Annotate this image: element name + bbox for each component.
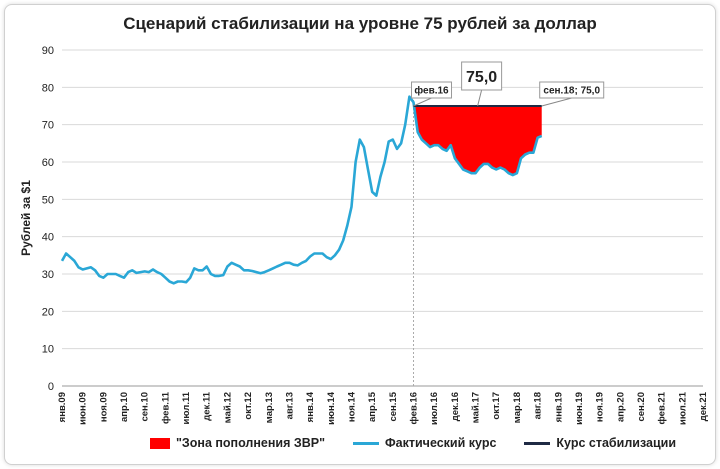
x-tick-label: янв.09 bbox=[57, 392, 68, 422]
x-tick-label: ноя.09 bbox=[98, 392, 109, 422]
x-tick-label: окт.17 bbox=[491, 392, 502, 420]
y-tick-label: 80 bbox=[42, 82, 54, 94]
x-tick-label: окт.12 bbox=[243, 392, 254, 420]
x-tick-label: авг.13 bbox=[284, 392, 295, 419]
x-tick-label: ноя.14 bbox=[346, 391, 357, 422]
legend-swatch-zone bbox=[150, 437, 170, 449]
x-tick-label: сен.15 bbox=[388, 391, 399, 421]
y-tick-label: 10 bbox=[42, 344, 54, 356]
x-tick-label: май.17 bbox=[471, 392, 482, 423]
annotation-end-box bbox=[539, 81, 605, 99]
x-tick-label: дек.16 bbox=[450, 392, 461, 421]
chart-frame bbox=[4, 4, 716, 465]
chart-title: Сценарий стабилизации на уровне 75 рубле… bbox=[123, 14, 597, 33]
y-tick-label: 40 bbox=[42, 232, 54, 244]
x-tick-label: янв.14 bbox=[305, 391, 316, 422]
x-tick-label: апр.10 bbox=[119, 392, 130, 422]
annotation-level-box bbox=[461, 61, 503, 91]
x-tick-label: июл.16 bbox=[429, 392, 440, 425]
legend-item-zone: "Зона пополнения ЗВР" bbox=[150, 436, 325, 450]
chart-legend: "Зона пополнения ЗВР" Фактический курс К… bbox=[150, 436, 676, 450]
x-tick-label: апр.20 bbox=[615, 392, 626, 422]
annotation-end-leader bbox=[541, 97, 572, 107]
x-tick-label: ноя.19 bbox=[595, 392, 606, 422]
x-tick-label: фев.11 bbox=[160, 391, 171, 424]
x-tick-label: сен.10 bbox=[140, 392, 151, 422]
legend-swatch-stabilization bbox=[524, 441, 551, 445]
x-tick-label: фев.16 bbox=[409, 392, 420, 425]
x-tick-label: дек.21 bbox=[698, 391, 709, 421]
annotation-level-text: 75,0 bbox=[466, 69, 497, 86]
y-tick-label: 20 bbox=[42, 306, 54, 318]
series-line-actual bbox=[60, 95, 543, 285]
legend-label-stabilization: Курс стабилизации bbox=[556, 436, 677, 450]
y-tick-label: 60 bbox=[42, 157, 54, 169]
annotation-start-box bbox=[411, 81, 453, 99]
x-tick-label: мар.13 bbox=[264, 392, 275, 423]
annotation-level-leader bbox=[477, 89, 483, 107]
x-tick-label: июн.19 bbox=[574, 392, 585, 425]
x-tick-label: мар.18 bbox=[512, 392, 523, 423]
x-tick-label: июн.09 bbox=[78, 392, 89, 425]
legend-item-actual: Фактический курс bbox=[353, 436, 496, 450]
x-tick-label: дек.11 bbox=[202, 391, 213, 420]
x-tick-label: июл.21 bbox=[677, 391, 688, 425]
x-tick-label: май.12 bbox=[222, 392, 233, 423]
legend-label-actual: Фактический курс bbox=[385, 436, 497, 450]
y-tick-label: 0 bbox=[48, 381, 54, 393]
legend-label-zone: "Зона пополнения ЗВР" bbox=[176, 436, 325, 450]
x-tick-label: июл.11 bbox=[181, 391, 192, 424]
legend-item-stabilization: Курс стабилизации bbox=[524, 436, 676, 450]
x-tick-label: сен.20 bbox=[636, 392, 647, 422]
reserve-zone-area bbox=[413, 106, 542, 176]
y-tick-label: 30 bbox=[42, 269, 54, 281]
x-tick-label: апр.15 bbox=[367, 391, 378, 422]
x-tick-label: авг.18 bbox=[533, 392, 544, 419]
y-tick-label: 50 bbox=[42, 194, 54, 206]
annotation-end-text: сен.18; 75,0 bbox=[543, 86, 600, 97]
x-tick-label: июн.14 bbox=[326, 391, 337, 425]
annotation-start-text: фев.16 bbox=[414, 85, 449, 97]
x-tick-label: янв.19 bbox=[553, 392, 564, 422]
x-tick-label: фев.21 bbox=[657, 391, 668, 424]
y-tick-label: 90 bbox=[42, 45, 54, 57]
annotation-start-leader bbox=[413, 97, 432, 107]
legend-swatch-actual bbox=[353, 441, 379, 445]
y-tick-label: 70 bbox=[42, 120, 54, 132]
y-axis-label: Рублей за $1 bbox=[19, 180, 33, 256]
